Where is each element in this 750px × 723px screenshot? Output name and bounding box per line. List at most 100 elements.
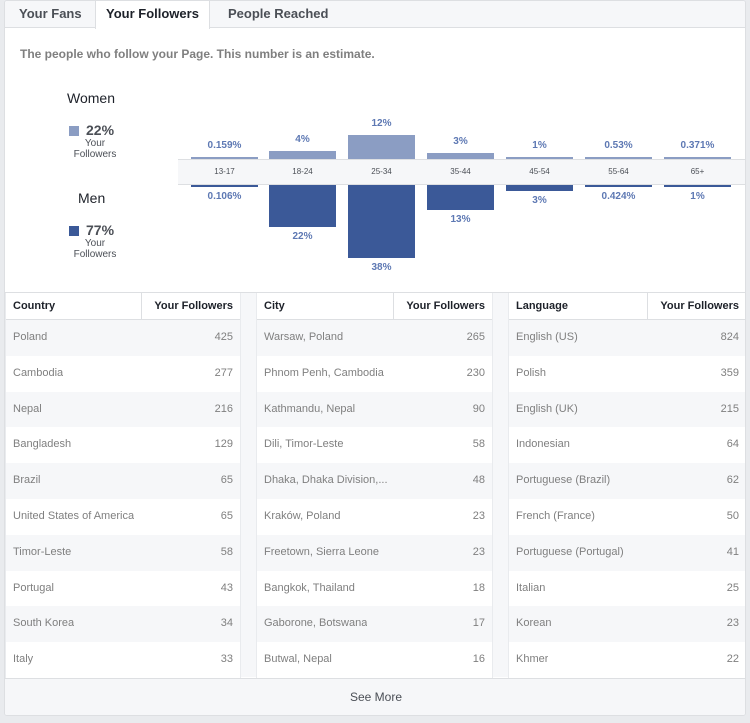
women-bar[interactable] bbox=[664, 157, 731, 159]
table-row: Kathmandu, Nepal 90 bbox=[257, 391, 492, 428]
men-value-label: 38% bbox=[371, 262, 392, 273]
table-row: Kraków, Poland 23 bbox=[257, 499, 492, 535]
table-row: Italy 33 bbox=[6, 642, 240, 678]
table-row: Portugal 43 bbox=[6, 571, 240, 607]
country-name: Portugal bbox=[13, 581, 54, 594]
follower-count: 58 bbox=[472, 438, 485, 451]
country-name: Bangladesh bbox=[13, 438, 72, 451]
women-value-label: 1% bbox=[532, 140, 547, 151]
table-row: English (US) 824 bbox=[509, 320, 745, 356]
follower-count: 58 bbox=[220, 545, 233, 558]
follower-count: 64 bbox=[726, 438, 739, 451]
follower-count: 34 bbox=[220, 617, 233, 630]
follower-count: 16 bbox=[472, 653, 485, 666]
legend-women-pct: 22% bbox=[86, 122, 115, 138]
age-tick-label: 65+ bbox=[690, 167, 705, 176]
follower-count: 65 bbox=[220, 474, 233, 487]
language-name: English (US) bbox=[516, 331, 578, 343]
language-column-header[interactable]: Language bbox=[516, 300, 568, 312]
follower-count: 25 bbox=[726, 581, 739, 594]
table-row: Bangladesh 129 bbox=[6, 427, 240, 463]
follower-count: 48 bbox=[472, 474, 485, 487]
legend-men-pct: 77% bbox=[86, 222, 115, 238]
city-name: Butwal, Nepal bbox=[264, 653, 332, 666]
men-bar[interactable] bbox=[664, 185, 731, 187]
follower-count: 43 bbox=[220, 581, 233, 594]
language-table-header: Language Your Followers bbox=[509, 293, 745, 320]
city-name: Dhaka, Dhaka Division,... bbox=[264, 474, 388, 487]
follower-count: 41 bbox=[726, 545, 739, 558]
see-more-button[interactable]: See More bbox=[5, 678, 745, 715]
men-bar[interactable] bbox=[269, 185, 336, 228]
men-value-label: 0.424% bbox=[601, 191, 636, 202]
country-table-header: Country Your Followers bbox=[6, 293, 240, 320]
country-column-header[interactable]: Country bbox=[13, 300, 56, 312]
follower-count: 33 bbox=[220, 653, 233, 666]
table-row: Italian 25 bbox=[509, 571, 745, 607]
tab-your-followers[interactable]: Your Followers bbox=[95, 1, 210, 29]
age-tick-label: 13-17 bbox=[214, 167, 235, 176]
men-bar[interactable] bbox=[427, 185, 494, 210]
men-value-label: 3% bbox=[532, 194, 547, 206]
country-name: Italy bbox=[13, 653, 34, 666]
country-name: Timor-Leste bbox=[13, 545, 72, 558]
language-name: French (France) bbox=[516, 509, 595, 522]
follower-count: 23 bbox=[726, 617, 739, 630]
country-name: Poland bbox=[13, 331, 48, 343]
men-bar[interactable] bbox=[585, 185, 652, 187]
table-row: Portuguese (Brazil) 62 bbox=[509, 463, 745, 499]
follower-count: 425 bbox=[214, 331, 233, 343]
city-name: Kathmandu, Nepal bbox=[264, 402, 356, 415]
men-value-label: 13% bbox=[450, 213, 471, 225]
age-tick-label: 25-34 bbox=[371, 167, 392, 176]
language-name: Italian bbox=[516, 581, 546, 594]
table-row: United States of America 65 bbox=[6, 499, 240, 535]
table-row: French (France) 50 bbox=[509, 499, 745, 535]
city-name: Dili, Timor-Leste bbox=[264, 438, 344, 451]
city-table-header: City Your Followers bbox=[257, 293, 492, 320]
age-tick-label: 18-24 bbox=[292, 167, 313, 176]
women-value-label: 0.159% bbox=[207, 140, 242, 151]
follower-count: 23 bbox=[472, 509, 485, 522]
tab-bar: Your Fans Your Followers People Reached bbox=[5, 1, 745, 29]
follower-count: 50 bbox=[726, 509, 739, 522]
country-name: Nepal bbox=[13, 402, 42, 415]
women-bar[interactable] bbox=[506, 157, 573, 159]
language-name: Portuguese (Brazil) bbox=[516, 474, 611, 487]
legend-men-sub: Your Followers bbox=[73, 238, 117, 260]
country-name: Brazil bbox=[13, 474, 41, 487]
follower-count: 62 bbox=[726, 474, 739, 487]
legend-women-title: Women bbox=[67, 90, 115, 106]
follower-count: 18 bbox=[472, 581, 485, 594]
follower-count: 22 bbox=[726, 653, 739, 666]
followers-column-header[interactable]: Your Followers bbox=[647, 293, 745, 320]
men-bar[interactable] bbox=[348, 185, 415, 258]
follower-count: 359 bbox=[720, 366, 739, 379]
women-bar[interactable] bbox=[348, 135, 415, 159]
table-row: Cambodia 277 bbox=[6, 356, 240, 392]
city-name: Gaborone, Botswana bbox=[264, 617, 368, 630]
city-column-header[interactable]: City bbox=[264, 300, 285, 312]
tab-people-reached[interactable]: People Reached bbox=[228, 6, 329, 21]
follower-count: 216 bbox=[214, 402, 233, 415]
followers-column-header[interactable]: Your Followers bbox=[141, 293, 240, 320]
language-name: Polish bbox=[516, 366, 546, 379]
table-row: Poland 425 bbox=[6, 320, 240, 356]
followers-column-header[interactable]: Your Followers bbox=[393, 293, 492, 320]
page-description: The people who follow your Page. This nu… bbox=[20, 47, 375, 61]
women-value-label: 3% bbox=[453, 136, 468, 147]
women-bar[interactable] bbox=[427, 153, 494, 159]
women-value-label: 12% bbox=[371, 118, 392, 129]
follower-count: 23 bbox=[472, 545, 485, 558]
tables-area: Country Your Followers Poland 425 Cambodia… bbox=[5, 292, 745, 678]
language-name: Khmer bbox=[516, 653, 549, 666]
table-row: Gaborone, Botswana 17 bbox=[257, 606, 492, 643]
tab-your-fans[interactable]: Your Fans bbox=[19, 6, 82, 21]
women-swatch bbox=[69, 126, 79, 136]
women-bar[interactable] bbox=[269, 151, 336, 159]
men-bar[interactable] bbox=[506, 185, 573, 191]
age-axis-band bbox=[178, 159, 745, 185]
women-bar[interactable] bbox=[191, 157, 258, 159]
women-bar[interactable] bbox=[585, 157, 652, 159]
men-bar[interactable] bbox=[191, 185, 258, 187]
